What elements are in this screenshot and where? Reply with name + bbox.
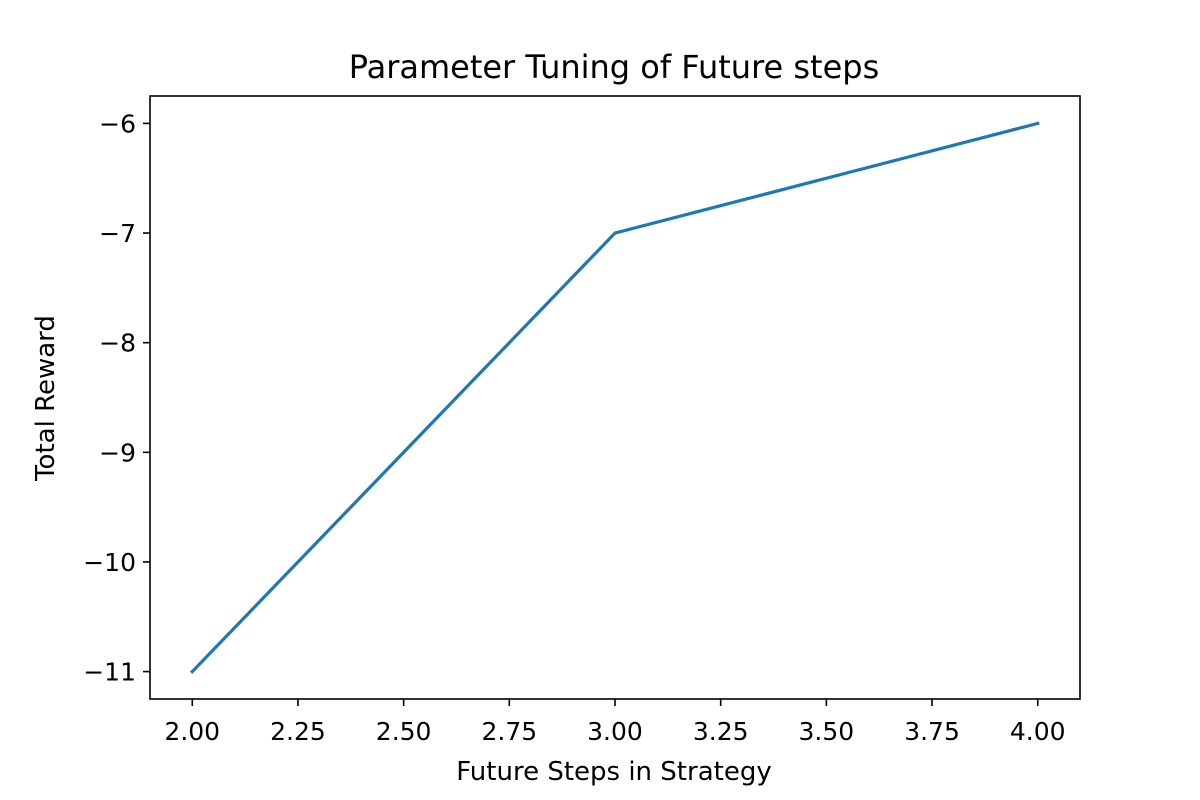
x-tick-label: 3.25 bbox=[693, 717, 749, 746]
x-tick-label: 3.75 bbox=[904, 717, 960, 746]
plot-area bbox=[190, 121, 1040, 674]
y-tick-label: −9 bbox=[99, 438, 136, 467]
x-axis-label: Future Steps in Strategy bbox=[456, 757, 771, 787]
x-tick-label: 4.00 bbox=[1010, 717, 1066, 746]
y-tick-label: −7 bbox=[99, 219, 136, 248]
x-tick-label: 2.00 bbox=[164, 717, 220, 746]
y-tick-label: −10 bbox=[83, 548, 136, 577]
x-tick-label: 2.50 bbox=[376, 717, 432, 746]
y-axis-label: Total Reward bbox=[31, 315, 61, 482]
y-tick-label: −11 bbox=[83, 658, 136, 687]
y-tick-label: −6 bbox=[99, 109, 136, 138]
chart-title: Parameter Tuning of Future steps bbox=[349, 48, 880, 86]
x-tick-label: 3.50 bbox=[799, 717, 855, 746]
y-axis: −11 −10 −9 −8 −7 −6 bbox=[83, 109, 150, 687]
x-tick-label: 2.75 bbox=[481, 717, 537, 746]
series-line-1 bbox=[190, 121, 1040, 674]
x-tick-label: 3.00 bbox=[587, 717, 643, 746]
y-tick-label: −8 bbox=[99, 329, 136, 358]
x-axis: 2.00 2.25 2.50 2.75 3.00 3.25 3.50 3.75 4.00 bbox=[164, 699, 1066, 746]
x-tick-label: 2.25 bbox=[270, 717, 326, 746]
